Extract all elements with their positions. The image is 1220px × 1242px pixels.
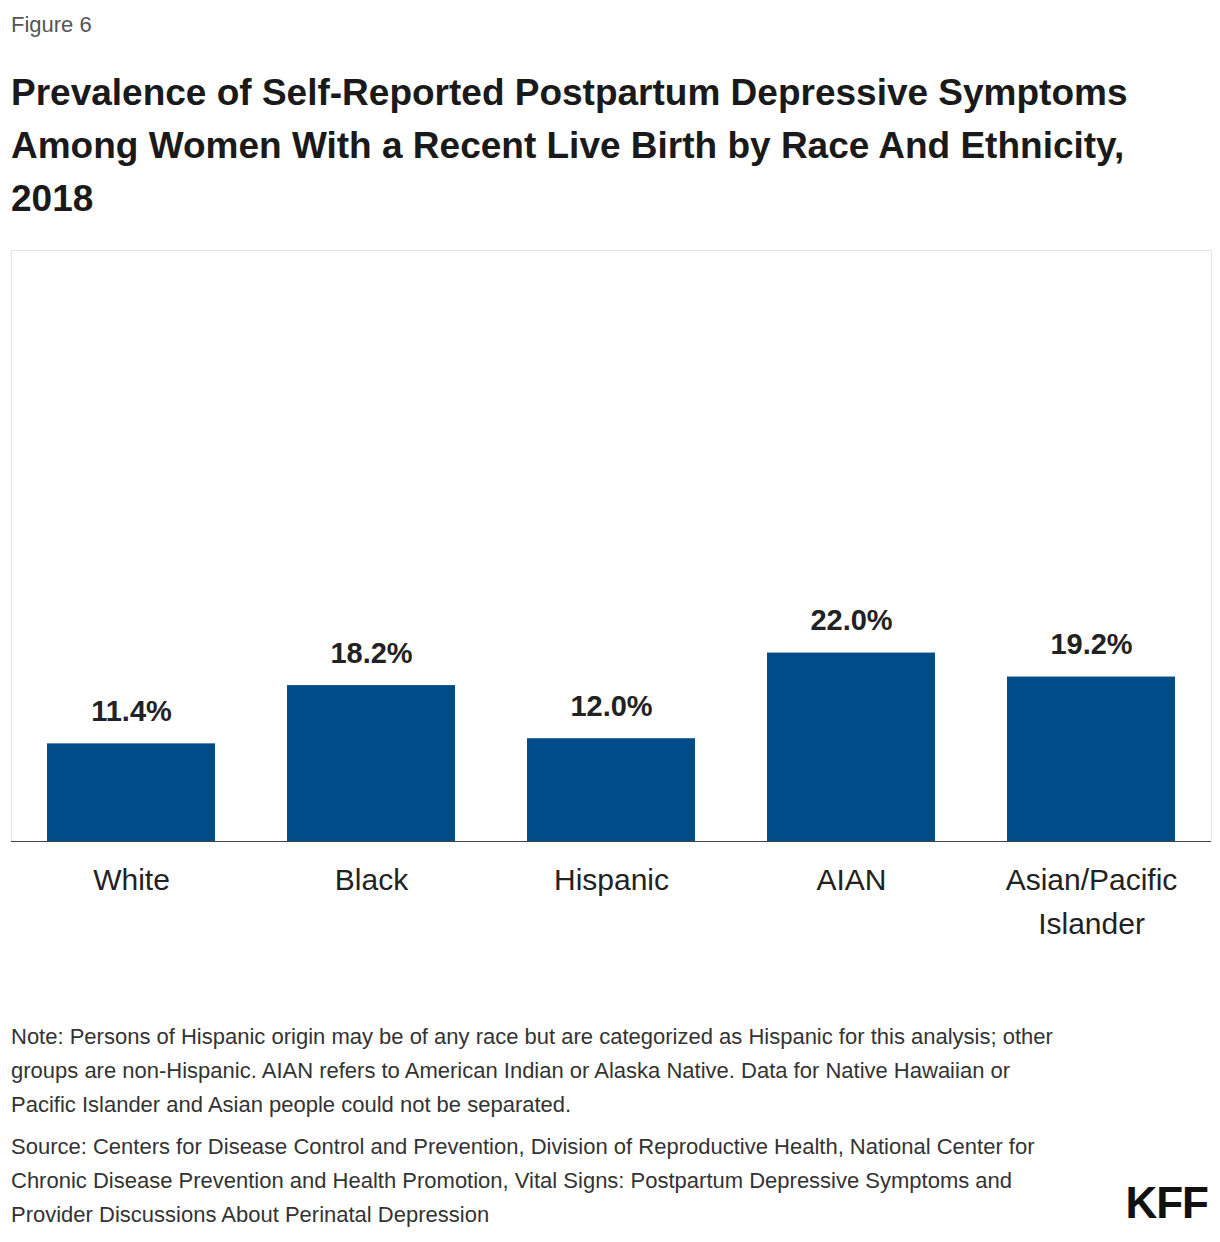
svg-text:Asian/PacificIslander: Asian/PacificIslander — [1006, 863, 1178, 940]
svg-text:19.2%: 19.2% — [1050, 628, 1132, 660]
svg-text:22.0%: 22.0% — [810, 604, 892, 636]
svg-text:11.4%: 11.4% — [91, 695, 172, 727]
svg-text:18.2%: 18.2% — [330, 637, 412, 669]
svg-text:12.0%: 12.0% — [570, 690, 652, 722]
html-text:Figure 6: Figure 6 — [11, 12, 92, 37]
svg-text:Hispanic: Hispanic — [554, 863, 669, 896]
svg-text:AIAN: AIAN — [816, 863, 886, 896]
svg-text:White: White — [93, 863, 170, 896]
html-text:KFF: KFF — [1125, 1178, 1208, 1227]
svg-text:Black: Black — [335, 863, 409, 896]
html-text:Prevalence of Self-Reported Po: Prevalence of Self-Reported Postpartum D… — [11, 72, 1128, 219]
html-text:Source: Centers for Disease Co: Source: Centers for Disease Control and … — [11, 1134, 1035, 1227]
html-text:Note: Persons of Hispanic orig: Note: Persons of Hispanic origin may be … — [11, 1024, 1053, 1117]
